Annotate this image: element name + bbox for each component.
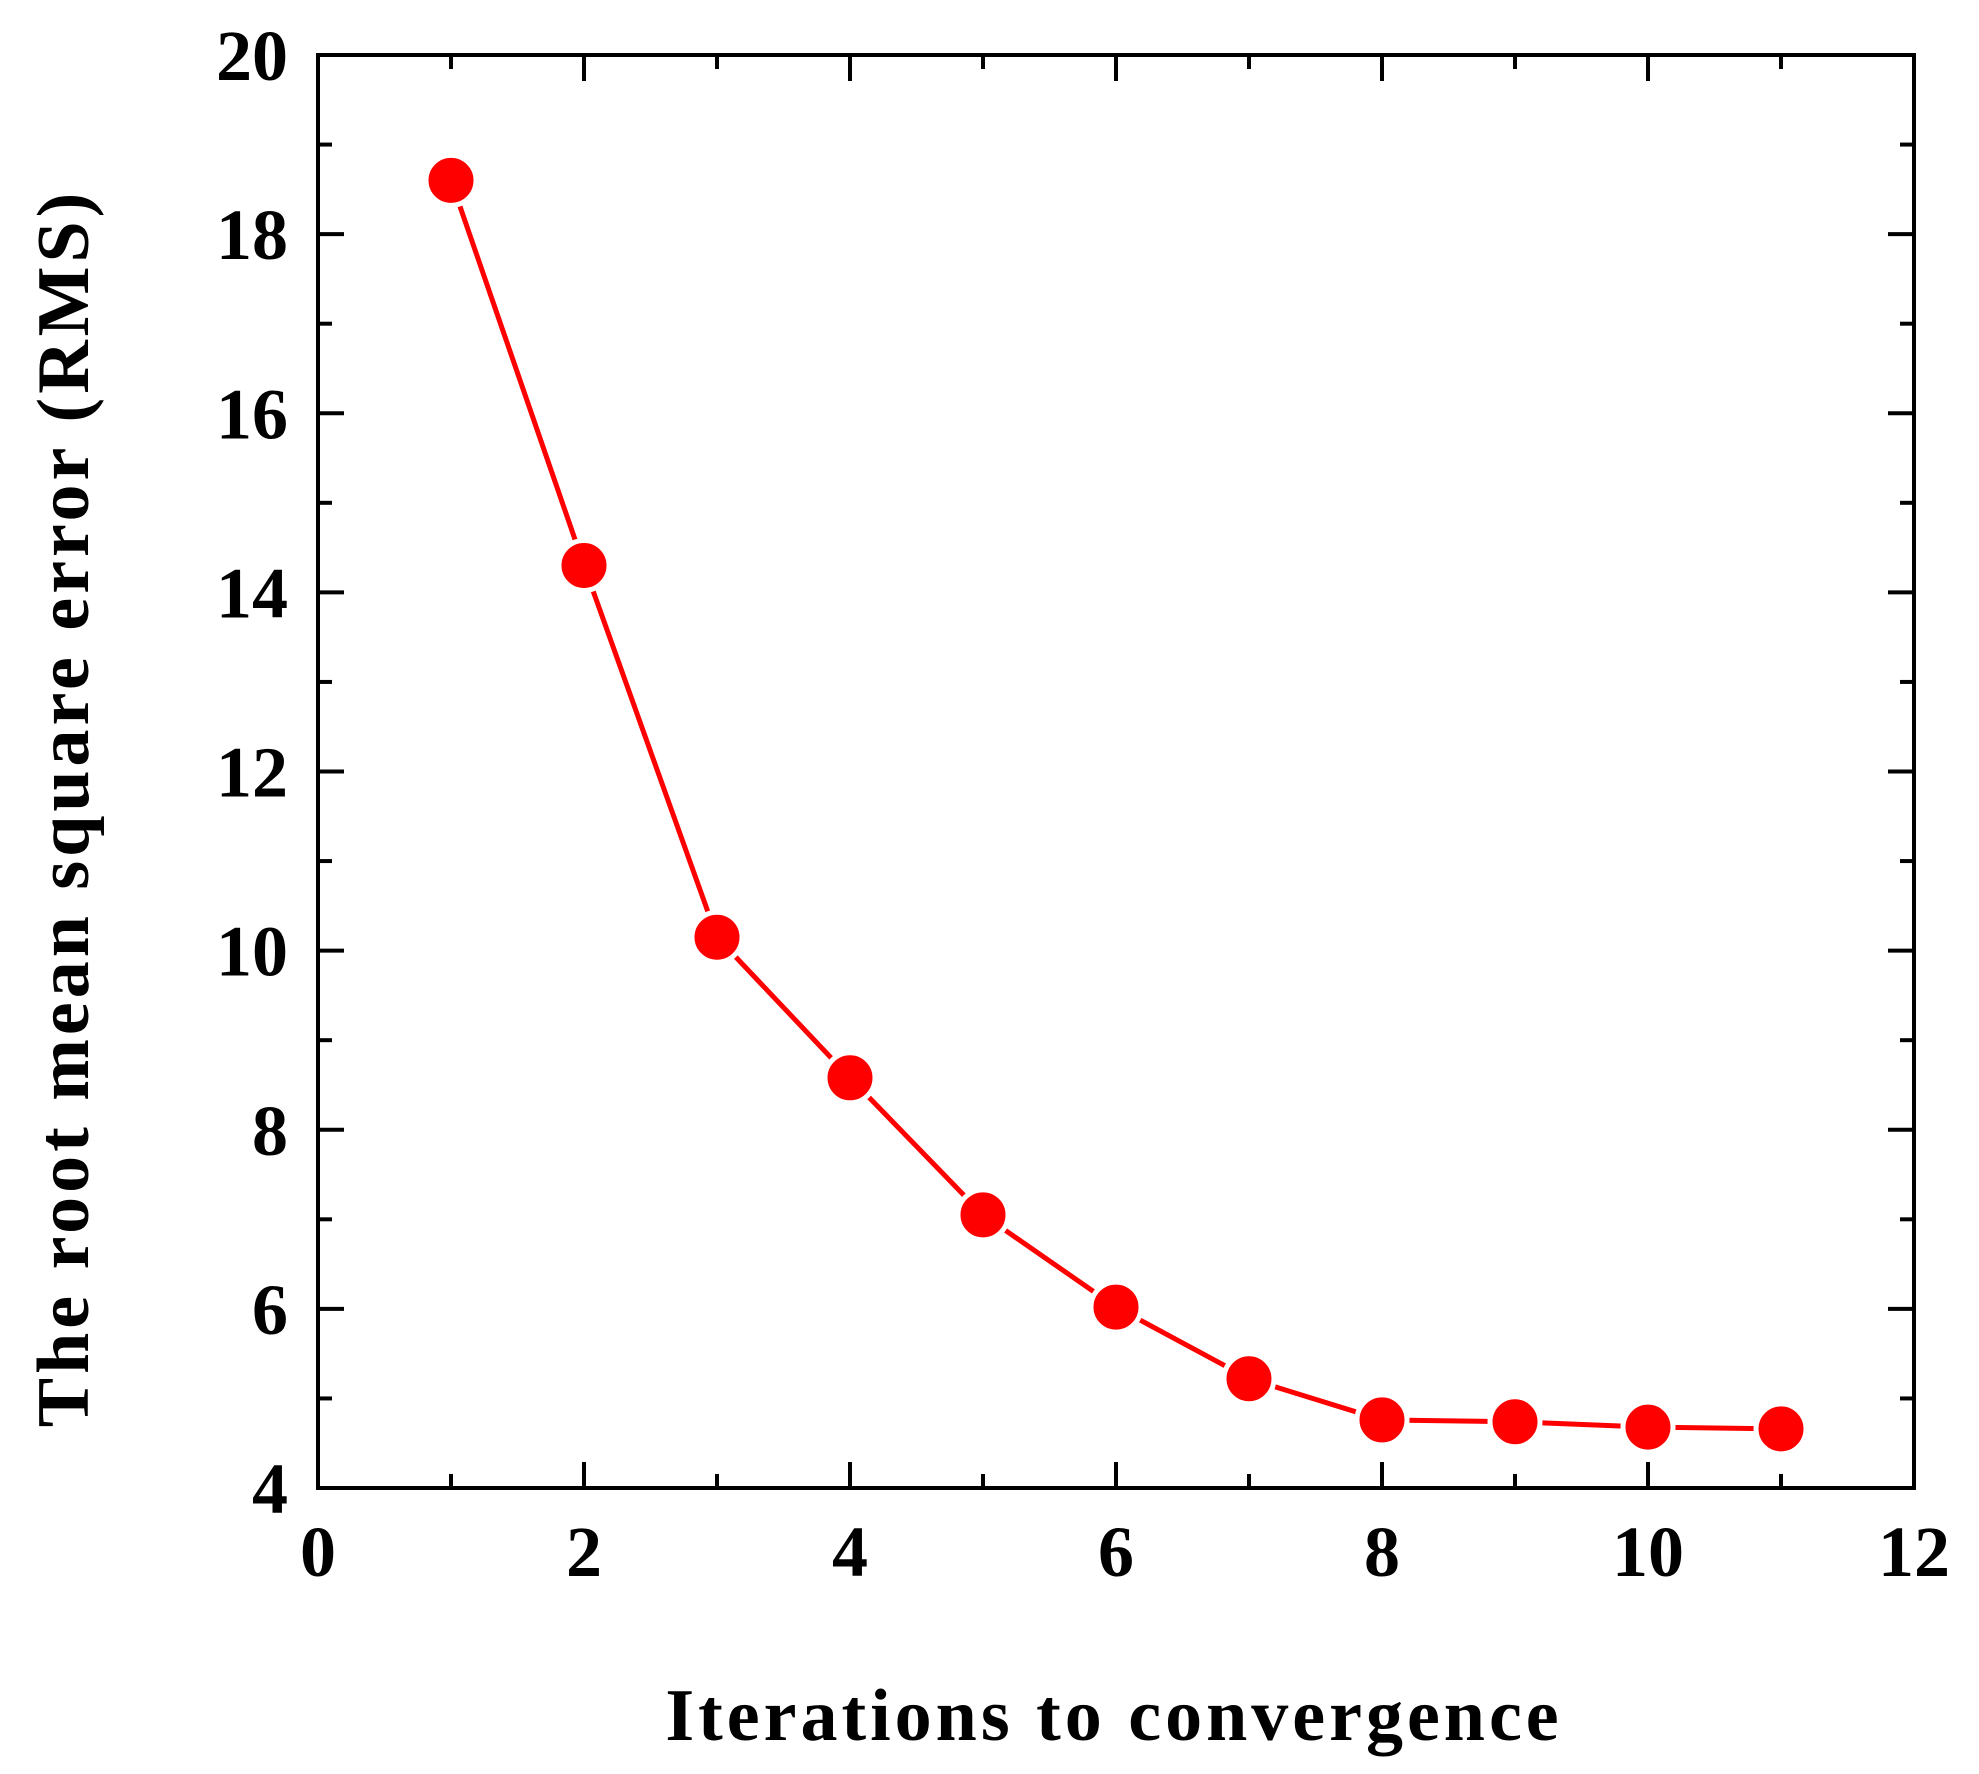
x-tick-label: 12 (1878, 1512, 1950, 1592)
y-tick-label: 18 (216, 195, 288, 275)
series-points (423, 152, 1809, 1457)
x-tick-label: 8 (1364, 1512, 1400, 1592)
x-tick-label: 6 (1098, 1512, 1134, 1592)
y-tick-label: 4 (252, 1449, 288, 1529)
y-axis-title: The root mean square error (RMS) (23, 189, 105, 1428)
plot-border (316, 53, 1916, 1490)
y-tick-label: 8 (252, 1091, 288, 1171)
data-point (1221, 1351, 1277, 1407)
x-axis-title: Iterations to convergence (665, 1675, 1562, 1757)
data-point (556, 538, 612, 594)
series-lines (448, 179, 1782, 1432)
x-tick-label: 10 (1612, 1512, 1684, 1592)
data-point (1487, 1394, 1543, 1450)
x-tick-label: 2 (566, 1512, 602, 1592)
y-tick-label: 20 (216, 16, 288, 96)
x-tick-label: 4 (832, 1512, 868, 1592)
data-point (423, 152, 479, 208)
data-point (1354, 1392, 1410, 1448)
y-tick-label: 12 (216, 733, 288, 813)
y-tick-label: 14 (216, 553, 288, 633)
tick-labels: 0 2 4 6 8 10 12 4 6 8 10 12 14 16 18 20 (216, 16, 1950, 1592)
data-point (822, 1050, 878, 1106)
data-point (689, 909, 745, 965)
y-tick-label: 10 (216, 912, 288, 992)
data-point (1753, 1401, 1809, 1457)
data-point (1088, 1279, 1144, 1335)
plot-frame (316, 53, 1916, 1490)
data-point (955, 1187, 1011, 1243)
x-tick-label: 0 (300, 1512, 336, 1592)
series-line (448, 179, 1782, 1432)
data-point (1620, 1399, 1676, 1455)
y-tick-label: 16 (216, 374, 288, 454)
axis-ticks (316, 53, 1916, 1490)
y-tick-label: 6 (252, 1270, 288, 1350)
